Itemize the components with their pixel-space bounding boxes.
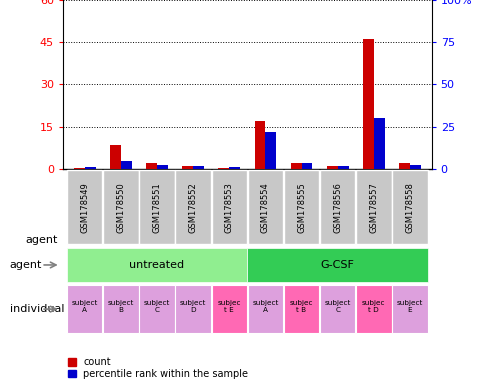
FancyBboxPatch shape [319,170,355,244]
Text: GSM178550: GSM178550 [116,182,125,233]
FancyBboxPatch shape [283,170,318,244]
FancyBboxPatch shape [67,170,102,244]
Text: GSM178554: GSM178554 [260,182,270,233]
Bar [290,163,301,169]
FancyBboxPatch shape [247,285,283,333]
Text: subject
E: subject E [396,300,422,313]
Bar [157,165,167,169]
Bar [337,166,348,169]
FancyBboxPatch shape [66,248,247,282]
FancyBboxPatch shape [67,285,102,333]
Bar [85,167,95,169]
FancyBboxPatch shape [355,170,391,244]
Text: subject
C: subject C [144,300,170,313]
Text: agent: agent [26,235,58,245]
Text: subject
C: subject C [324,300,350,313]
Text: subjec
t E: subjec t E [217,300,241,313]
FancyBboxPatch shape [211,285,246,333]
Text: G-CSF: G-CSF [320,260,354,270]
Text: subjec
t D: subjec t D [362,300,385,313]
FancyBboxPatch shape [247,248,427,282]
FancyBboxPatch shape [392,170,427,244]
Bar [74,168,85,169]
Text: GSM178553: GSM178553 [224,182,233,233]
FancyBboxPatch shape [139,170,174,244]
Bar [362,40,373,169]
FancyBboxPatch shape [319,285,355,333]
Bar [373,118,384,169]
Text: agent: agent [10,260,42,270]
Bar [301,163,312,169]
Bar [229,167,240,169]
Bar [409,165,420,169]
Text: GSM178552: GSM178552 [188,182,197,233]
Bar [265,132,276,169]
FancyBboxPatch shape [139,285,174,333]
Bar [218,168,229,169]
Bar [326,166,337,169]
FancyBboxPatch shape [247,170,283,244]
Text: individual: individual [10,304,64,314]
FancyBboxPatch shape [355,285,391,333]
Bar [182,166,193,169]
Text: GSM178558: GSM178558 [405,182,414,233]
Bar [110,145,121,169]
Bar [398,163,409,169]
Text: GSM178549: GSM178549 [80,182,89,233]
FancyBboxPatch shape [392,285,427,333]
FancyBboxPatch shape [175,285,211,333]
Text: subject
A: subject A [72,300,98,313]
Text: subject
D: subject D [180,300,206,313]
Text: GSM178551: GSM178551 [152,182,161,233]
Bar [121,161,132,169]
Text: GSM178557: GSM178557 [369,182,378,233]
Text: subject
A: subject A [252,300,278,313]
Bar [254,121,265,169]
Bar [146,163,157,169]
Bar [193,166,204,169]
FancyBboxPatch shape [175,170,211,244]
FancyBboxPatch shape [103,285,138,333]
Text: GSM178555: GSM178555 [296,182,305,233]
FancyBboxPatch shape [103,170,138,244]
FancyBboxPatch shape [283,285,318,333]
Text: GSM178556: GSM178556 [333,182,342,233]
Text: subjec
t B: subjec t B [289,300,313,313]
FancyBboxPatch shape [211,170,246,244]
Text: subject
B: subject B [107,300,134,313]
Legend: count, percentile rank within the sample: count, percentile rank within the sample [68,357,248,379]
Text: untreated: untreated [129,260,184,270]
